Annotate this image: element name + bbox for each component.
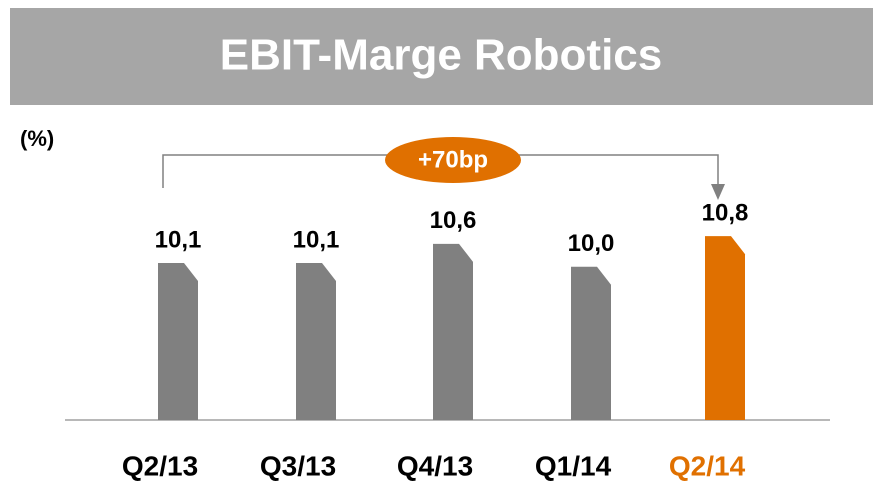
unit-label: (%)	[20, 126, 54, 151]
x-tick-label: Q2/13	[122, 450, 198, 481]
value-label: 10,1	[293, 226, 340, 253]
bar	[296, 262, 336, 420]
x-tick-label: Q1/14	[535, 450, 612, 481]
bar	[705, 236, 745, 420]
chart-title: EBIT-Marge Robotics	[220, 31, 663, 80]
bar	[571, 266, 611, 420]
x-tick-label: Q4/13	[397, 450, 473, 481]
arrow-head	[711, 184, 725, 200]
x-tick-label: Q3/13	[260, 450, 336, 481]
annotation-oval	[385, 137, 521, 183]
title-band	[10, 8, 873, 105]
x-tick-label: Q2/14	[669, 450, 746, 481]
bar	[158, 262, 198, 420]
value-label: 10,6	[430, 207, 477, 234]
value-label: 10,0	[568, 230, 615, 257]
value-label: 10,8	[702, 200, 749, 227]
bar	[433, 243, 473, 420]
value-label: 10,1	[155, 226, 202, 253]
annotation: +70bp	[418, 146, 488, 173]
